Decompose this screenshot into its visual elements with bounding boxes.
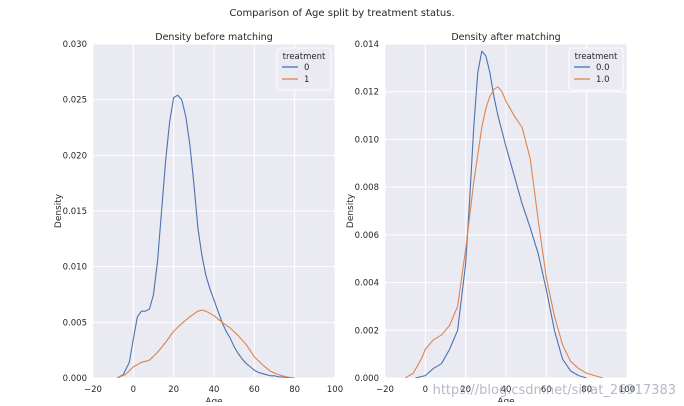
series-line-2-0_0 — [415, 50, 587, 378]
y-tick-label-1-6: 0.030 — [63, 40, 87, 50]
y-tick-label-2-3: 0.006 — [355, 231, 379, 241]
x-tick-label-1-0: −20 — [84, 385, 102, 395]
y-tick-label-1-0: 0.000 — [63, 374, 87, 384]
y-axis-label-2: Density — [346, 193, 356, 228]
legend-label-2-1: 1.0 — [596, 75, 610, 85]
x-tick-label-2-0: −20 — [376, 385, 394, 395]
panel-title-2: Density after matching — [451, 32, 560, 43]
legend-label-2-0: 0.0 — [596, 63, 610, 73]
x-tick-label-2-2: 20 — [460, 385, 471, 395]
y-tick-label-2-2: 0.004 — [355, 279, 379, 289]
legend-label-1-0: 0 — [304, 63, 309, 73]
y-tick-label-2-5: 0.010 — [355, 135, 379, 145]
x-tick-label-2-1: 0 — [423, 385, 428, 395]
watermark-text: https://blog.csdn.net/sinat_26917383 — [432, 383, 676, 398]
y-tick-label-1-2: 0.010 — [63, 263, 87, 273]
x-tick-label-1-6: 100 — [327, 385, 343, 395]
y-tick-label-2-0: 0.000 — [355, 374, 379, 384]
x-tick-label-1-5: 80 — [289, 385, 300, 395]
x-tick-label-2-6: 100 — [619, 385, 635, 395]
figure-suptitle: Comparison of Age split by treatment sta… — [229, 8, 455, 19]
x-tick-label-2-3: 40 — [501, 385, 512, 395]
series-line-2-1_0 — [404, 86, 603, 378]
y-tick-label-2-1: 0.002 — [355, 326, 379, 336]
legend-title-2: treatment — [575, 52, 618, 62]
x-tick-label-2-4: 60 — [541, 385, 552, 395]
legend-label-1-1: 1 — [304, 75, 309, 85]
panel-title-1: Density before matching — [155, 32, 272, 43]
series-line-1-1 — [116, 309, 295, 378]
x-tick-label-1-3: 40 — [209, 385, 220, 395]
x-axis-label-1: Age — [205, 397, 223, 402]
x-tick-label-1-4: 60 — [249, 385, 260, 395]
y-tick-label-1-1: 0.005 — [63, 318, 87, 328]
x-tick-label-2-5: 80 — [581, 385, 592, 395]
y-tick-label-1-3: 0.015 — [63, 207, 87, 217]
x-tick-label-1-2: 20 — [168, 385, 179, 395]
y-tick-label-1-4: 0.020 — [63, 151, 87, 161]
y-tick-label-2-7: 0.014 — [355, 40, 379, 50]
y-tick-label-2-4: 0.008 — [355, 183, 379, 193]
x-tick-label-1-1: 0 — [131, 385, 136, 395]
y-axis-label-1: Density — [54, 193, 64, 228]
series-line-1-0 — [116, 94, 295, 378]
y-tick-label-1-5: 0.025 — [63, 96, 87, 106]
y-tick-label-2-6: 0.012 — [355, 88, 379, 98]
legend-title-1: treatment — [283, 52, 326, 62]
